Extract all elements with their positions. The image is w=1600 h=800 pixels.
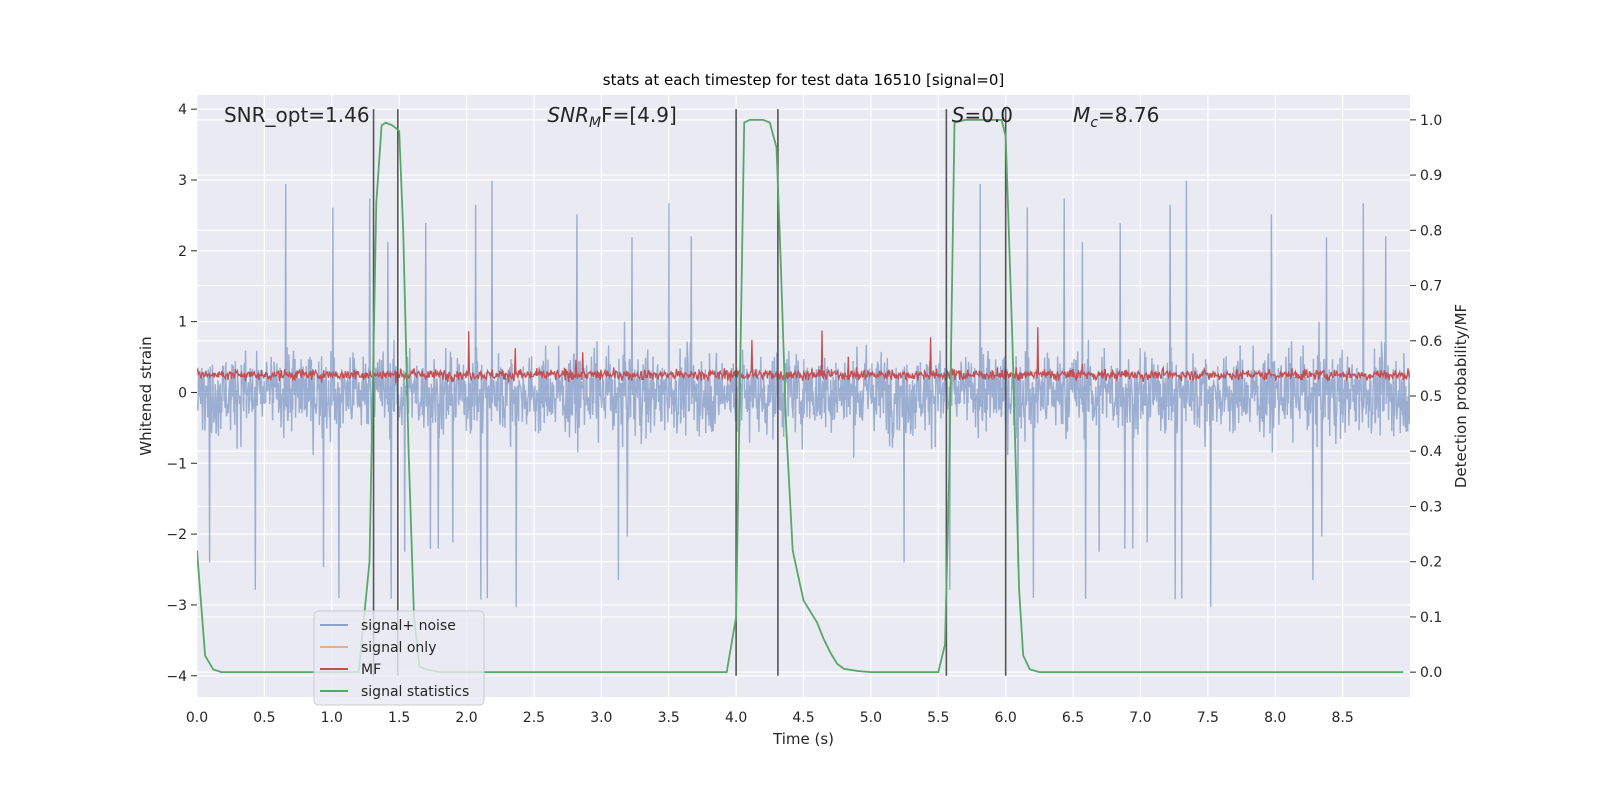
annotation-s: S=0.0 xyxy=(952,103,1013,127)
y-tick-label: −3 xyxy=(166,598,187,614)
chart-title: stats at each timestep for test data 165… xyxy=(603,71,1004,89)
legend: signal+ noise signal only MF signal statist… xyxy=(313,610,485,706)
y-right-tick-label: 0.1 xyxy=(1420,610,1442,626)
x-tick-label: 1.0 xyxy=(321,710,343,726)
annotation-snr-mf-sub: M xyxy=(589,115,601,131)
x-tick-label: 4.0 xyxy=(725,710,747,726)
y-tick-label: 3 xyxy=(178,173,187,189)
y-axis-label: Whitened strain xyxy=(137,336,155,455)
x-tick-label: 1.5 xyxy=(388,710,410,726)
annotation-mc-base: M xyxy=(1073,103,1090,127)
y-right-tick-label: 0.8 xyxy=(1420,223,1442,239)
y-right-tick-label: 1.0 xyxy=(1420,113,1442,129)
y-tick-label: 4 xyxy=(178,102,187,118)
y-right-axis-label: Detection probability/MF xyxy=(1452,304,1470,488)
y-right-tick-label: 0.9 xyxy=(1420,168,1442,184)
legend-box xyxy=(313,610,485,706)
x-tick-label: 2.0 xyxy=(455,710,477,726)
y-tick-label: −1 xyxy=(166,456,187,472)
noise-series-line xyxy=(197,180,1410,607)
annotation-mc: Mc=8.76 xyxy=(1073,103,1159,131)
x-tick-label: 7.0 xyxy=(1129,710,1151,726)
x-tick-label: 0.5 xyxy=(253,710,275,726)
x-tick-label: 2.5 xyxy=(523,710,545,726)
x-tick-label: 4.5 xyxy=(792,710,814,726)
x-tick-label: 3.5 xyxy=(658,710,680,726)
annotation-snr-mf-base: SNR xyxy=(547,103,589,127)
y-right-tick-labels: 1.0 0.9 0.8 0.7 0.6 0.5 0.4 0.3 0.2 0.1 0.0 xyxy=(1410,113,1442,681)
legend-label: signal+ noise xyxy=(361,618,456,634)
y-right-tick-label: 0.4 xyxy=(1420,444,1442,460)
y-tick-label: −2 xyxy=(166,527,187,543)
y-right-tick-label: 0.5 xyxy=(1420,389,1442,405)
y-tick-label: 2 xyxy=(178,244,187,260)
x-axis-label: Time (s) xyxy=(772,730,834,748)
annotation-mc-rest: =8.76 xyxy=(1098,103,1159,127)
y-right-tick-label: 0.3 xyxy=(1420,499,1442,515)
y-tick-label: −4 xyxy=(166,669,187,685)
annotation-snr-mf-rest: F=[4.9] xyxy=(601,103,677,127)
x-tick-label: 7.5 xyxy=(1197,710,1219,726)
x-tick-label: 6.0 xyxy=(995,710,1017,726)
x-tick-label: 6.5 xyxy=(1062,710,1084,726)
x-tick-label: 0.0 xyxy=(186,710,208,726)
annotation-s-base: S xyxy=(952,103,965,127)
detection-probability-line xyxy=(197,119,1404,673)
x-tick-label: 5.5 xyxy=(927,710,949,726)
annotation-snr-mf: SNRMF=[4.9] xyxy=(547,103,676,131)
annotation-s-rest: =0.0 xyxy=(964,103,1013,127)
y-tick-label: 1 xyxy=(178,315,187,331)
y-tick-label: 0 xyxy=(178,385,187,401)
legend-label: MF xyxy=(361,662,381,678)
legend-label: signal only xyxy=(361,640,436,656)
annotation-snr-opt: SNR_opt=1.46 xyxy=(224,103,370,127)
mf-series-line xyxy=(197,327,1410,384)
y-right-tick-label: 0.2 xyxy=(1420,555,1442,571)
x-tick-label: 8.5 xyxy=(1331,710,1353,726)
x-tick-label: 5.0 xyxy=(860,710,882,726)
x-tick-label: 8.0 xyxy=(1264,710,1286,726)
y-tick-labels: 4 3 2 1 0 −1 −2 −3 −4 xyxy=(166,102,197,685)
y-right-tick-label: 0.0 xyxy=(1420,665,1442,681)
y-right-tick-label: 0.6 xyxy=(1420,334,1442,350)
y-right-tick-label: 0.7 xyxy=(1420,279,1442,295)
x-tick-labels: 0.0 0.5 1.0 1.5 2.0 2.5 3.0 3.5 4.0 4.5 5.0 5.5 6.0 6… xyxy=(186,710,1354,726)
x-tick-label: 3.0 xyxy=(590,710,612,726)
annotation-mc-sub: c xyxy=(1090,115,1098,131)
legend-label: signal statistics xyxy=(361,684,469,700)
series-group xyxy=(197,109,1410,676)
